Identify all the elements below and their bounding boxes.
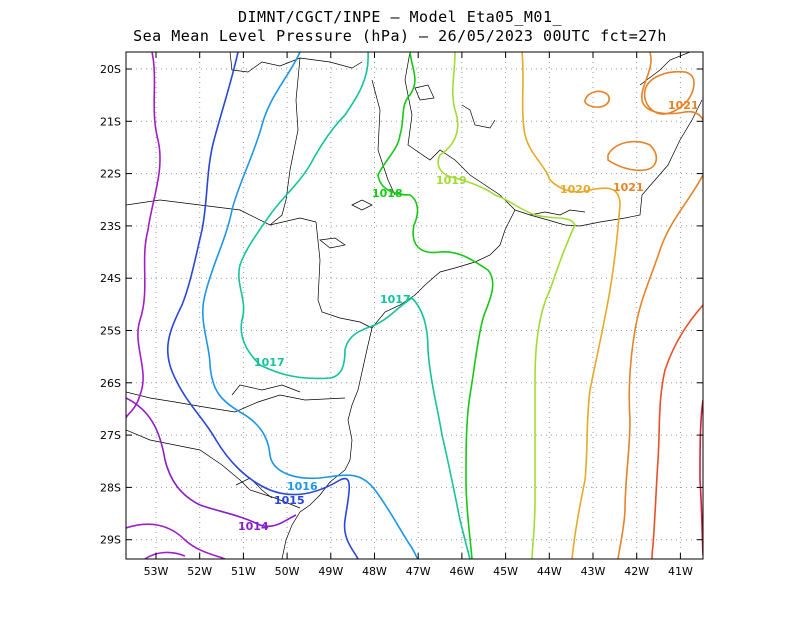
lat-label: 22S [100, 168, 121, 181]
isobars [126, 52, 703, 559]
lon-label: 42W [624, 565, 649, 578]
contour-label: 1019 [436, 174, 467, 187]
axis-ticks [126, 52, 703, 559]
isobar-1017 [238, 52, 471, 559]
lon-label: 52W [187, 565, 212, 578]
lat-label: 27S [100, 429, 121, 442]
coastline [126, 52, 703, 559]
lon-label: 43W [581, 565, 606, 578]
lon-label: 49W [318, 565, 343, 578]
plot-frame [125, 51, 704, 560]
lon-label: 51W [231, 565, 256, 578]
longitude-labels: 53W 52W 51W 50W 49W 48W 47W 46W 45W 44W 43W 42W 41W [144, 565, 693, 578]
lat-label: 21S [100, 115, 121, 128]
isobar-1013-sw [144, 551, 186, 559]
lat-label: 29S [100, 534, 121, 547]
isobar-1021 [617, 52, 703, 559]
isobar-1023 [699, 399, 703, 556]
chart-title-line1: DIMNT/CGCT/INPE – Model Eta05_M01_ [237, 8, 563, 26]
contour-label: 1020 [560, 183, 591, 196]
isobar-1014 [126, 397, 297, 528]
lon-label: 45W [493, 565, 518, 578]
contour-labels: 1014 1015 1016 1017 1017 1018 1019 1020 … [238, 99, 699, 533]
lon-label: 41W [668, 565, 693, 578]
contour-label: 1014 [238, 520, 269, 533]
contour-label: 1017 [380, 293, 411, 306]
isobar-1015 [166, 52, 359, 559]
contour-label: 1021 [668, 99, 699, 112]
lon-label: 47W [406, 565, 431, 578]
isobar-1019 [437, 52, 576, 559]
lat-label: 28S [100, 481, 121, 494]
isobar-1018 [377, 52, 494, 559]
isobar-1021-cell-a [584, 90, 610, 108]
lon-label: 46W [449, 565, 474, 578]
isobar-1013-south [126, 523, 226, 559]
contour-label: 1015 [274, 494, 305, 507]
lon-label: 48W [362, 565, 387, 578]
lat-label: 25S [100, 325, 121, 338]
isobar-1013 [126, 52, 161, 419]
lat-label: 23S [100, 220, 121, 233]
isobar-1021-cell-c [607, 140, 658, 172]
lat-label: 24S [100, 272, 121, 285]
contour-label: 1016 [287, 480, 318, 493]
graticule [126, 52, 703, 559]
isobar-1022 [651, 304, 703, 559]
contour-label: 1018 [372, 187, 403, 200]
contour-label: 1021 [613, 181, 644, 194]
lat-label: 26S [100, 377, 121, 390]
lon-label: 44W [537, 565, 562, 578]
chart-title-line2: Sea Mean Level Pressure (hPa) – 26/05/20… [133, 27, 667, 45]
isobar-1016 [202, 52, 419, 559]
latitude-labels: 20S 21S 22S 23S 24S 25S 26S 27S 28S 29S [100, 63, 121, 547]
lon-label: 53W [144, 565, 169, 578]
contour-label: 1017 [254, 356, 285, 369]
lon-label: 50W [275, 565, 300, 578]
isobar-1020 [521, 52, 621, 559]
isobar-1021-cell-b [643, 70, 695, 115]
lat-label: 20S [100, 63, 121, 76]
